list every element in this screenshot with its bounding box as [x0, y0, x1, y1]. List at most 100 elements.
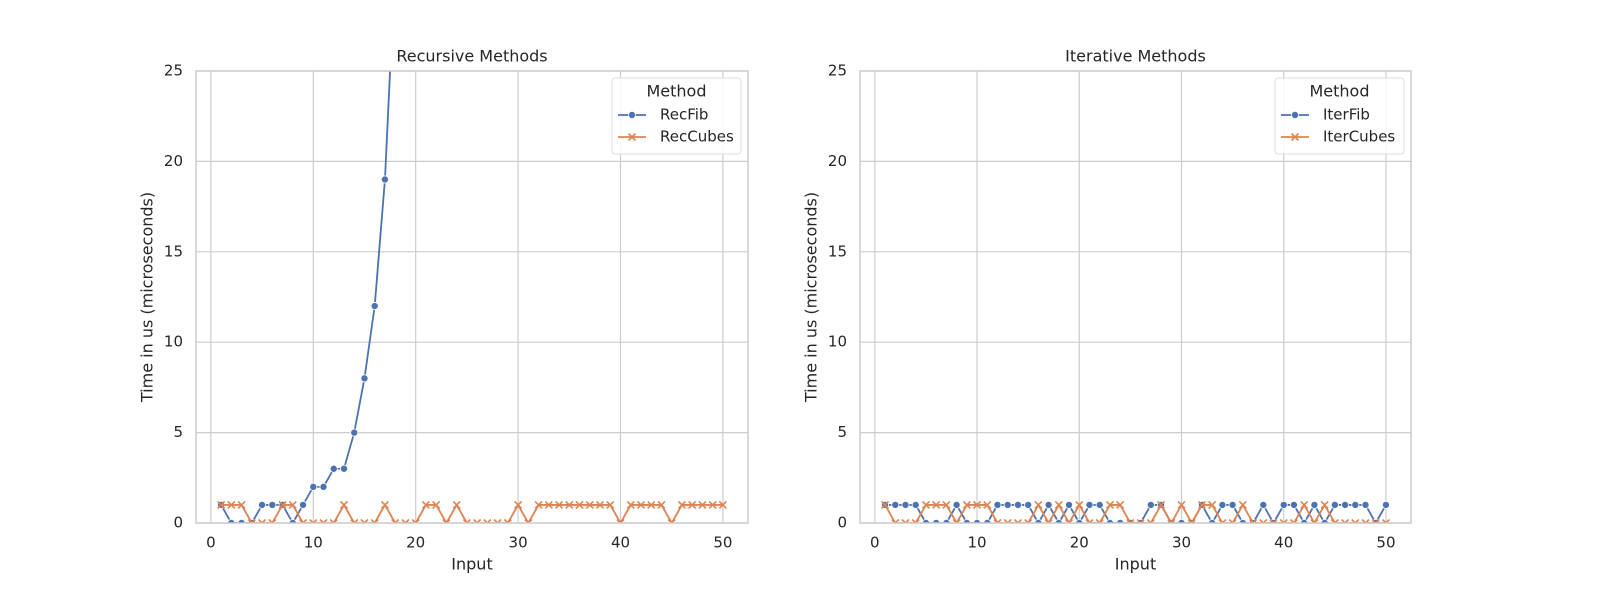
legend-box — [1274, 77, 1405, 155]
marker — [1095, 500, 1104, 509]
marker — [973, 519, 982, 523]
marker — [217, 500, 226, 509]
marker — [1167, 518, 1176, 523]
marker — [1116, 500, 1125, 509]
marker — [1381, 500, 1390, 509]
marker — [1156, 500, 1166, 509]
marker — [1371, 518, 1380, 523]
x-tick-label: 20 — [406, 534, 425, 552]
legend: Method RecFib RecCubes — [611, 77, 742, 155]
marker — [983, 519, 992, 523]
marker — [626, 500, 635, 509]
marker — [1289, 518, 1299, 523]
marker — [1269, 518, 1278, 523]
axes-frame — [195, 70, 749, 524]
marker — [1003, 500, 1012, 509]
marker — [1300, 500, 1309, 509]
marker — [442, 518, 451, 523]
marker — [595, 500, 605, 509]
marker — [1228, 500, 1237, 509]
legend-label: RecFib — [660, 106, 708, 124]
marker — [1259, 500, 1268, 509]
marker — [1187, 518, 1196, 523]
marker — [401, 518, 410, 523]
x-tick-label: 50 — [1376, 534, 1395, 552]
legend-marker — [628, 111, 637, 120]
marker — [1341, 500, 1350, 509]
subplot: 0 10 20 30 40 50 0 5 10 15 20 25 Iterative Methods In… — [802, 47, 1412, 574]
marker — [1054, 500, 1063, 509]
y-axis-label: Time in us (microseconds) — [802, 192, 821, 403]
marker — [278, 500, 287, 509]
marker — [268, 518, 277, 523]
marker — [972, 500, 982, 509]
marker — [288, 500, 297, 509]
marker — [309, 482, 318, 491]
marker — [952, 500, 961, 509]
marker — [565, 500, 574, 509]
marker — [636, 500, 646, 509]
y-tick-label: 10 — [164, 333, 183, 351]
marker — [921, 519, 930, 523]
marker — [585, 500, 594, 509]
x-tick-label: 30 — [509, 534, 528, 552]
marker — [1361, 500, 1370, 509]
marker — [606, 500, 615, 509]
marker — [1075, 500, 1084, 509]
marker — [1320, 500, 1329, 509]
marker — [288, 519, 297, 523]
marker — [932, 500, 941, 509]
marker — [901, 500, 910, 509]
marker — [575, 500, 584, 509]
marker — [1013, 500, 1022, 509]
marker — [901, 518, 910, 523]
y-tick-label: 15 — [164, 242, 183, 260]
marker — [1351, 500, 1360, 509]
marker — [1228, 518, 1237, 523]
axes-frame — [859, 70, 1412, 524]
marker — [1300, 519, 1309, 523]
x-tick-label: 10 — [304, 534, 323, 552]
marker — [339, 464, 348, 473]
marker — [718, 500, 727, 509]
marker — [647, 500, 656, 509]
marker — [1064, 518, 1074, 523]
marker — [1105, 519, 1114, 523]
marker — [1085, 518, 1094, 523]
y-tick-label: 25 — [164, 62, 183, 80]
marker — [880, 500, 890, 509]
legend-marker — [1290, 132, 1300, 142]
x-tick-label: 0 — [206, 534, 216, 552]
marker — [360, 518, 369, 523]
marker — [677, 500, 687, 509]
marker — [932, 519, 941, 523]
x-tick-label: 40 — [611, 534, 630, 552]
series-line — [220, 71, 391, 523]
marker — [380, 175, 389, 184]
marker — [1197, 500, 1207, 509]
y-tick-label: 5 — [837, 423, 847, 441]
marker — [708, 500, 717, 509]
marker — [1310, 518, 1319, 523]
marker — [247, 518, 256, 523]
legend-title: Method — [646, 82, 706, 101]
y-tick-label: 10 — [828, 333, 847, 351]
marker — [1136, 518, 1145, 523]
legend: Method IterFib IterCubes — [1274, 77, 1405, 155]
marker — [616, 518, 625, 523]
marker — [473, 518, 482, 523]
legend-label: IterCubes — [1323, 128, 1395, 146]
x-tick-label: 10 — [968, 534, 987, 552]
marker — [554, 500, 564, 509]
marker — [319, 482, 328, 491]
marker — [1075, 519, 1084, 523]
marker — [1034, 519, 1043, 523]
marker — [421, 500, 430, 509]
marker — [1146, 518, 1155, 523]
marker — [370, 302, 379, 311]
marker — [350, 518, 359, 523]
marker — [298, 518, 308, 523]
series-line — [884, 503, 1386, 523]
marker — [268, 500, 277, 509]
